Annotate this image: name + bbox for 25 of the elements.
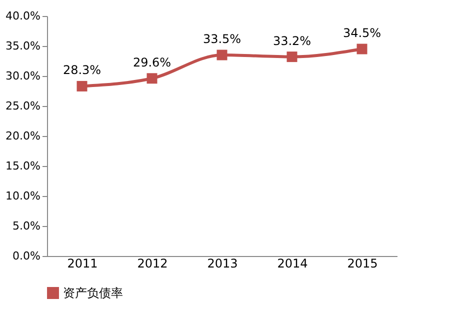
point	[146, 73, 158, 84]
y-tick-label: 0.0%	[12, 250, 40, 262]
x-tick-label: 2014	[277, 256, 308, 270]
point	[216, 50, 228, 60]
x-tick-label: 2011	[67, 256, 98, 270]
y-tick-label: 5.0%	[12, 220, 40, 232]
data-label: 29.6%	[132, 55, 172, 70]
y-tick-label: 15.0%	[6, 160, 40, 172]
x-tick-label: 2012	[137, 256, 168, 270]
point	[286, 52, 298, 62]
y-tick-label: 35.0%	[6, 40, 40, 52]
y-tick-label: 30.0%	[6, 70, 40, 82]
point	[76, 80, 88, 92]
y-tick-label: 10.0%	[6, 190, 40, 202]
point	[356, 44, 368, 54]
x-tick-label: 2015	[347, 256, 378, 270]
data-label: 28.3%	[62, 63, 102, 78]
data-label: 33.2%	[272, 34, 312, 48]
x-tick-label: 2013	[207, 256, 238, 270]
data-label: 34.5%	[342, 26, 382, 40]
y-tick-label: 40.0%	[6, 10, 40, 22]
y-tick-label: 25.0%	[6, 100, 40, 112]
legend-label: 资产负债率	[63, 286, 123, 300]
y-tick-label: 20.0%	[6, 130, 40, 142]
data-label: 33.5%	[202, 32, 242, 46]
